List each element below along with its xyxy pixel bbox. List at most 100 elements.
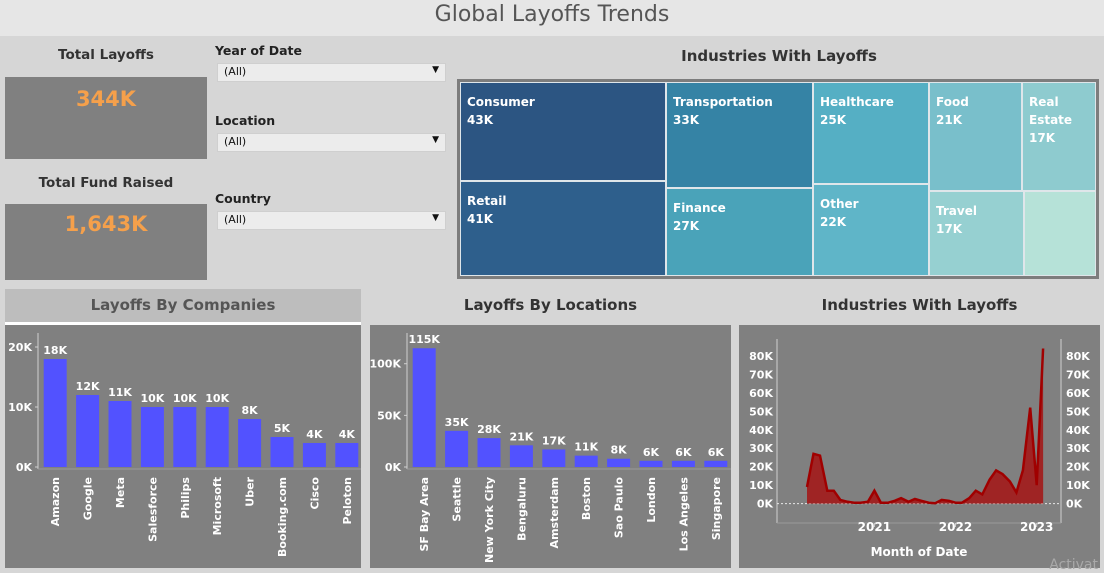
companies-data-label: 5K: [274, 422, 291, 435]
companies-data-label: 4K: [339, 428, 356, 441]
treemap-cell-value: 43K: [467, 113, 493, 127]
trend-x-axis-title: Month of Date: [871, 545, 968, 559]
trend-y-tick-label-right: 60K: [1066, 387, 1090, 400]
country-filter-dropdown[interactable]: (All) ▼: [217, 211, 446, 230]
companies-x-tick-label: Amazon: [49, 477, 62, 526]
locations-chart-title: Layoffs By Locations: [463, 296, 638, 314]
treemap-cell-food[interactable]: Food 21K: [929, 82, 1022, 191]
locations-x-tick-label: London: [645, 477, 658, 523]
companies-data-label: 10K: [140, 392, 164, 405]
companies-title-bar: [5, 289, 361, 322]
trend-y-tick-label-right: 50K: [1066, 405, 1090, 418]
companies-y-tick-label: 10K: [8, 401, 32, 414]
locations-bar: [477, 438, 501, 467]
companies-bar: [302, 443, 326, 467]
companies-data-label: 10K: [173, 392, 197, 405]
trend-series-line: [805, 348, 1045, 505]
chevron-down-icon: ▼: [432, 213, 439, 223]
treemap-cell-label: Retail: [467, 194, 507, 208]
treemap-cell-label: Transportation: [673, 95, 773, 109]
trend-y-tick-label-right: 10K: [1066, 479, 1090, 492]
companies-x-tick-label: Booking.com: [276, 477, 289, 557]
trend-y-tick-label-left: 10K: [749, 479, 773, 492]
location-filter-value: (All): [224, 135, 247, 148]
treemap-cell-unlabeled[interactable]: [1024, 191, 1096, 276]
year-filter-dropdown[interactable]: (All) ▼: [217, 63, 446, 82]
locations-data-label: 11K: [574, 441, 598, 454]
treemap: Consumer 43K Retail 41K Transportation 3…: [460, 82, 1096, 276]
treemap-cell-value: 41K: [467, 212, 493, 226]
trend-y-tick-label-right: 30K: [1066, 442, 1090, 455]
locations-data-label: 6K: [708, 446, 725, 459]
treemap-cell-travel[interactable]: Travel 17K: [929, 191, 1024, 276]
locations-x-tick-label: New York City: [483, 477, 496, 563]
companies-bar: [43, 359, 67, 467]
trend-y-tick-label-right: 20K: [1066, 461, 1090, 474]
locations-data-label: 6K: [675, 446, 692, 459]
companies-x-tick-label: Philips: [179, 477, 192, 519]
trend-chart-title: Industries With Layoffs: [821, 296, 1018, 314]
locations-bar: [607, 458, 631, 467]
treemap-cell-real-estate[interactable]: Real Estate 17K: [1022, 82, 1096, 191]
total-fund-label: Total Fund Raised: [38, 175, 174, 191]
locations-y-tick-label: 50K: [377, 409, 401, 422]
trend-y-tick-label-right: 0K: [1066, 498, 1083, 511]
locations-y-tick-label: 100K: [370, 358, 401, 371]
watermark-text: Activat: [1049, 557, 1098, 573]
chevron-down-icon: ▼: [432, 65, 439, 75]
trend-y-tick-label-right: 40K: [1066, 424, 1090, 437]
total-fund-card: 1,643K: [5, 204, 207, 280]
companies-bar: [205, 407, 229, 467]
treemap-cell-transportation[interactable]: Transportation 33K: [666, 82, 813, 188]
treemap-cell-value: 25K: [820, 113, 846, 127]
companies-x-tick-label: Meta: [114, 477, 127, 508]
locations-bar-chart: 0K 50K 100K 115K SF Bay Area 35K Seattle 28K New…: [370, 333, 735, 563]
locations-x-tick-label: Seattle: [451, 477, 464, 522]
page-title: Global Layoffs Trends: [434, 2, 670, 27]
companies-y-tick-label: 0K: [16, 461, 33, 474]
total-layoffs-card: 344K: [5, 77, 207, 159]
companies-x-tick-label: Cisco: [308, 477, 321, 510]
companies-bar-chart: 0K 10K 20K 18K Amazon 12K Google 11K Meta 10K Sale…: [8, 333, 366, 557]
trend-y-tick-label-left: 80K: [749, 350, 773, 363]
companies-title-underline: [5, 322, 361, 325]
treemap-title: Industries With Layoffs: [681, 47, 877, 65]
treemap-cell-other[interactable]: Other 22K: [813, 184, 929, 276]
companies-chart-title: Layoffs By Companies: [90, 296, 276, 314]
trend-y-tick-label-left: 0K: [757, 498, 774, 511]
locations-data-label: 6K: [643, 446, 660, 459]
location-filter-dropdown[interactable]: (All) ▼: [217, 133, 446, 152]
treemap-frame: Consumer 43K Retail 41K Transportation 3…: [457, 79, 1099, 279]
companies-x-tick-label: Salesforce: [146, 477, 159, 542]
locations-chart-panel: 0K 50K 100K 115K SF Bay Area 35K Seattle 28K New…: [370, 325, 735, 568]
trend-y-tick-label-left: 40K: [749, 424, 773, 437]
chevron-down-icon: ▼: [432, 135, 439, 145]
trend-x-tick-label: 2023: [1020, 520, 1053, 534]
treemap-cell-retail[interactable]: Retail 41K: [460, 181, 666, 276]
treemap-cell-consumer[interactable]: Consumer 43K: [460, 82, 666, 181]
locations-data-label: 28K: [477, 423, 501, 436]
companies-x-tick-label: Uber: [244, 476, 257, 506]
year-filter-value: (All): [224, 65, 247, 78]
companies-data-label: 4K: [306, 428, 323, 441]
treemap-cell-value: 22K: [820, 215, 846, 229]
companies-y-tick-label: 20K: [8, 341, 32, 354]
companies-data-label: 18K: [43, 344, 67, 357]
treemap-cell-label: Healthcare: [820, 95, 894, 109]
trend-y-tick-label-left: 60K: [749, 387, 773, 400]
locations-data-label: 115K: [408, 333, 440, 346]
treemap-cell-value: 17K: [936, 222, 962, 236]
treemap-cell-label: Real Estate: [1029, 95, 1073, 127]
treemap-cell-healthcare[interactable]: Healthcare 25K: [813, 82, 929, 184]
treemap-cell-label: Finance: [673, 201, 726, 215]
locations-data-label: 21K: [509, 430, 533, 443]
trend-y-tick-label-left: 70K: [749, 368, 773, 381]
companies-x-tick-label: Peloton: [341, 477, 354, 525]
locations-y-tick-label: 0K: [385, 461, 402, 474]
treemap-cell-value: 17K: [1029, 131, 1055, 145]
companies-data-label: 10K: [205, 392, 229, 405]
treemap-cell-label: Consumer: [467, 95, 535, 109]
treemap-cell-finance[interactable]: Finance 27K: [666, 188, 813, 276]
locations-x-tick-label: Singapore: [710, 477, 723, 540]
trend-y-tick-label-left: 20K: [749, 461, 773, 474]
